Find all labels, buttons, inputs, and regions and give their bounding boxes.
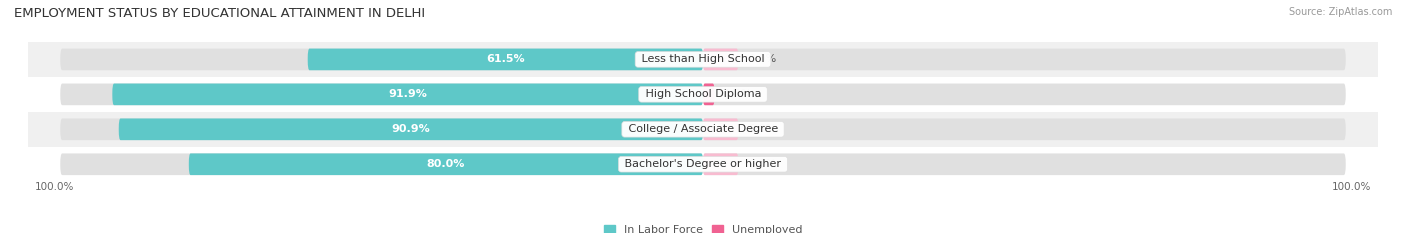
FancyBboxPatch shape bbox=[703, 49, 738, 70]
FancyBboxPatch shape bbox=[308, 49, 703, 70]
FancyBboxPatch shape bbox=[703, 49, 1346, 70]
FancyBboxPatch shape bbox=[60, 154, 703, 175]
Text: 91.9%: 91.9% bbox=[388, 89, 427, 99]
FancyBboxPatch shape bbox=[118, 118, 703, 140]
Text: Less than High School: Less than High School bbox=[638, 55, 768, 64]
Text: 61.5%: 61.5% bbox=[486, 55, 524, 64]
FancyBboxPatch shape bbox=[703, 154, 738, 175]
Text: 0.0%: 0.0% bbox=[748, 55, 776, 64]
FancyBboxPatch shape bbox=[188, 154, 703, 175]
Text: 80.0%: 80.0% bbox=[426, 159, 465, 169]
FancyBboxPatch shape bbox=[703, 84, 714, 105]
Text: 0.0%: 0.0% bbox=[748, 159, 776, 169]
FancyBboxPatch shape bbox=[703, 118, 1346, 140]
Bar bbox=[28, 112, 1378, 147]
FancyBboxPatch shape bbox=[703, 118, 738, 140]
Text: 100.0%: 100.0% bbox=[1331, 182, 1371, 192]
Text: 100.0%: 100.0% bbox=[35, 182, 75, 192]
Text: College / Associate Degree: College / Associate Degree bbox=[624, 124, 782, 134]
Legend: In Labor Force, Unemployed: In Labor Force, Unemployed bbox=[599, 220, 807, 233]
Text: 0.0%: 0.0% bbox=[748, 124, 776, 134]
FancyBboxPatch shape bbox=[60, 49, 703, 70]
Text: Bachelor's Degree or higher: Bachelor's Degree or higher bbox=[621, 159, 785, 169]
Text: 90.9%: 90.9% bbox=[391, 124, 430, 134]
FancyBboxPatch shape bbox=[112, 84, 703, 105]
FancyBboxPatch shape bbox=[703, 154, 1346, 175]
Text: 1.8%: 1.8% bbox=[724, 89, 752, 99]
FancyBboxPatch shape bbox=[60, 84, 703, 105]
FancyBboxPatch shape bbox=[703, 84, 1346, 105]
Text: EMPLOYMENT STATUS BY EDUCATIONAL ATTAINMENT IN DELHI: EMPLOYMENT STATUS BY EDUCATIONAL ATTAINM… bbox=[14, 7, 425, 20]
Text: High School Diploma: High School Diploma bbox=[641, 89, 765, 99]
FancyBboxPatch shape bbox=[60, 118, 703, 140]
Bar bbox=[28, 42, 1378, 77]
Text: Source: ZipAtlas.com: Source: ZipAtlas.com bbox=[1288, 7, 1392, 17]
